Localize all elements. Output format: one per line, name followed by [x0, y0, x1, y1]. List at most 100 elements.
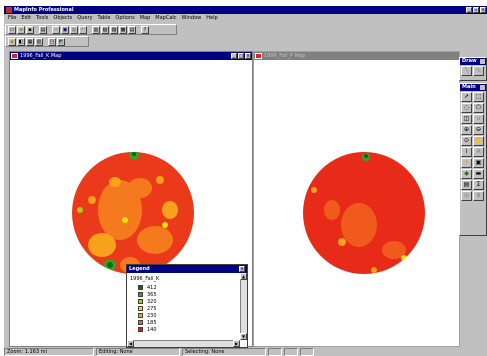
legend-titlebar[interactable]: Legend × — [127, 265, 247, 273]
statistics-icon[interactable]: ▦ — [26, 37, 34, 46]
legend-horizontal-scrollbar[interactable]: ◀ ▶ — [127, 340, 240, 347]
app-titlebar[interactable]: MapInfo Professional _ ▫ × — [4, 6, 487, 14]
print-icon[interactable]: ▤ — [39, 25, 47, 34]
undo-icon[interactable]: ↶ — [79, 25, 87, 34]
main-palette-close-button[interactable] — [480, 85, 485, 90]
status-empty-cell — [300, 348, 314, 356]
standard-toolbar: ▭ ▰ ▪ ▤ ✂ ▣ ▦ ↶ ▥ ▧ ▨ ▩ ▤ ? — [5, 24, 177, 35]
help-icon[interactable]: ? — [141, 25, 149, 34]
scroll-up-icon[interactable]: ▲ — [240, 273, 247, 280]
new-icon[interactable]: ▭ — [8, 25, 16, 34]
status-selecting[interactable]: Selecting: None — [182, 348, 266, 356]
ruler-icon[interactable]: ▬ — [473, 169, 484, 179]
map-window-k-titlebar[interactable]: 1996_Fall_K Map _ □ × — [10, 52, 252, 60]
menu-bar: File Edit Tools Objects Query Table Opti… — [4, 14, 487, 22]
map-window-k-controls: _ □ × — [231, 53, 251, 59]
status-empty-cell — [284, 348, 298, 356]
legend-icon[interactable]: ◧ — [17, 37, 25, 46]
label-icon[interactable]: A — [473, 147, 484, 157]
new-redistrict-icon[interactable]: ▤ — [128, 25, 136, 34]
hotlink-icon[interactable]: ⚡ — [461, 158, 472, 168]
menu-map[interactable]: Map — [139, 15, 151, 21]
legend-swatch — [138, 327, 143, 332]
legend-item-label: 320 — [147, 298, 157, 305]
legend-close-button[interactable]: × — [239, 266, 245, 272]
new-browser-icon[interactable]: ▥ — [92, 25, 100, 34]
legend-swatch — [138, 299, 143, 304]
scroll-down-icon[interactable]: ▼ — [240, 333, 247, 340]
main-palette-titlebar[interactable]: Main — [460, 84, 486, 91]
statistics-icon[interactable]: Σ — [473, 180, 484, 190]
tools-toolbar: ◆ ◧ ▦ ▥ ◳ ◩ — [5, 36, 89, 47]
menu-tools[interactable]: Tools — [36, 15, 49, 21]
new-grapher-icon[interactable]: ▨ — [110, 25, 118, 34]
map-k-minimize-button[interactable]: _ — [231, 53, 237, 59]
draw-palette-close-button[interactable] — [480, 59, 485, 64]
menu-query[interactable]: Query — [77, 15, 93, 21]
copy-icon[interactable]: ▣ — [61, 25, 69, 34]
legend-icon[interactable]: ▤ — [461, 180, 472, 190]
legend-vertical-scrollbar[interactable]: ▲ ▼ — [240, 273, 247, 340]
drag-window-icon[interactable]: ▣ — [473, 158, 484, 168]
line-icon[interactable]: ╲ — [461, 66, 472, 76]
grabber-icon[interactable]: ✋ — [473, 136, 484, 146]
open-icon[interactable]: ▰ — [17, 25, 25, 34]
legend-item: 140 — [130, 326, 237, 333]
radius-select-icon[interactable]: ◌ — [461, 103, 472, 113]
menu-file[interactable]: File — [8, 15, 17, 21]
menu-help[interactable]: Help — [206, 15, 218, 21]
marquee-select-icon[interactable]: ⬚ — [473, 92, 484, 102]
status-zoom[interactable]: Zoom: 1.163 mi — [4, 348, 94, 356]
map-window-p[interactable]: 1996_Fall_P Map — [253, 51, 460, 347]
status-editing[interactable]: Editing: None — [96, 348, 180, 356]
set-target-icon[interactable]: ◎ — [461, 191, 472, 201]
menu-window[interactable]: Window — [181, 15, 202, 21]
select-arrow-icon[interactable]: ➚ — [461, 92, 472, 102]
scroll-left-icon[interactable]: ◀ — [127, 340, 134, 347]
new-layout-icon[interactable]: ▩ — [119, 25, 127, 34]
close-button[interactable]: × — [480, 7, 486, 13]
zoom-in-icon[interactable]: ⊕ — [461, 125, 472, 135]
paste-icon[interactable]: ▦ — [70, 25, 78, 34]
legend-window[interactable]: Legend × 1996_Fall_K 412 365 320 275 — [126, 264, 248, 348]
polyline-icon[interactable]: ∿ — [473, 66, 484, 76]
new-mapper-icon[interactable]: ▧ — [101, 25, 109, 34]
run-tool-icon[interactable]: ◩ — [57, 37, 65, 46]
app-title: MapInfo Professional — [14, 7, 74, 13]
main-palette-title: Main — [462, 84, 476, 90]
menu-options[interactable]: Options — [115, 15, 135, 21]
map-window-icon — [11, 53, 18, 59]
scroll-right-icon[interactable]: ▶ — [233, 340, 240, 347]
minimize-button[interactable]: _ — [466, 7, 472, 13]
unselect-icon[interactable]: ▫ — [473, 114, 484, 124]
map-canvas-p[interactable] — [254, 60, 459, 346]
menu-edit[interactable]: Edit — [21, 15, 32, 21]
map-k-close-button[interactable]: × — [245, 53, 251, 59]
browse-icon[interactable]: ▥ — [35, 37, 43, 46]
layer-control-icon[interactable]: ◆ — [461, 169, 472, 179]
draw-palette: Draw ╲ ∿ — [459, 57, 487, 81]
save-icon[interactable]: ▪ — [26, 25, 34, 34]
menu-objects[interactable]: Objects — [53, 15, 73, 21]
boundary-select-icon[interactable]: ◫ — [461, 114, 472, 124]
legend-item-label: 365 — [147, 291, 157, 298]
info-tool-icon[interactable]: ◳ — [48, 37, 56, 46]
draw-palette-titlebar[interactable]: Draw — [460, 58, 486, 65]
layer-control-icon[interactable]: ◆ — [8, 37, 16, 46]
legend-swatch — [138, 292, 143, 297]
clip-region-icon[interactable]: ⧈ — [473, 191, 484, 201]
polygon-select-icon[interactable]: ⬠ — [473, 103, 484, 113]
map-window-k[interactable]: 1996_Fall_K Map _ □ × — [9, 51, 253, 347]
restore-button[interactable]: ▫ — [473, 7, 479, 13]
cut-icon[interactable]: ✂ — [52, 25, 60, 34]
menu-mapcalc[interactable]: MapCalc — [155, 15, 177, 21]
legend-item-label: 140 — [147, 326, 157, 333]
info-icon[interactable]: i — [461, 147, 472, 157]
menu-table[interactable]: Table — [97, 15, 111, 21]
zoom-out-icon[interactable]: ⊖ — [473, 125, 484, 135]
map-k-maximize-button[interactable]: □ — [238, 53, 244, 59]
legend-item: 230 — [130, 312, 237, 319]
change-view-icon[interactable]: ⊙ — [461, 136, 472, 146]
map-window-p-titlebar[interactable]: 1996_Fall_P Map — [254, 52, 459, 60]
legend-layer-name: 1996_Fall_K — [130, 276, 160, 282]
